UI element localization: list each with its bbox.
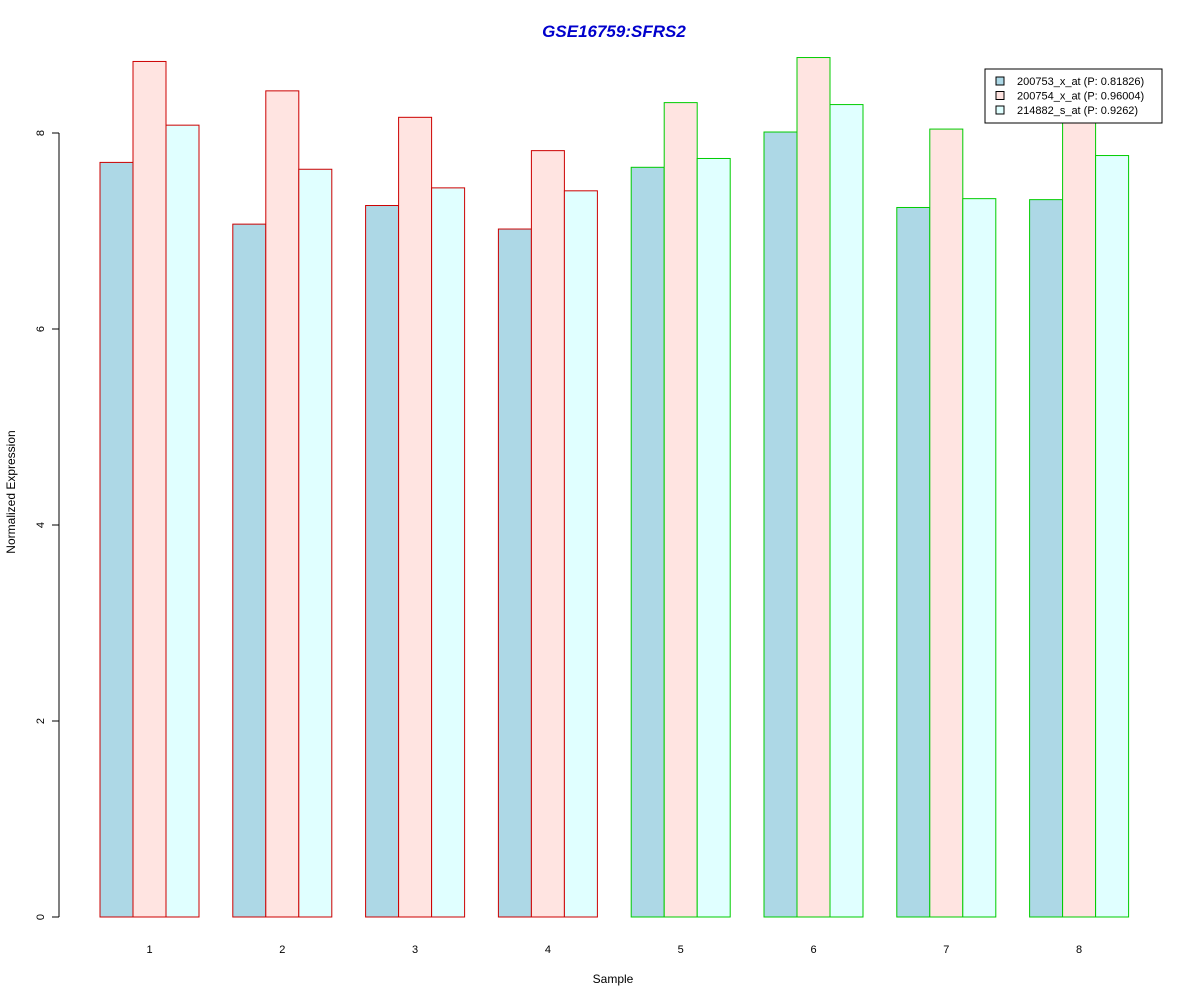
legend-swatch <box>995 105 1005 115</box>
bar-sample-8-series-3 <box>1095 155 1130 918</box>
bar-sample-6-series-2 <box>796 57 831 918</box>
x-tick-label: 6 <box>810 944 816 956</box>
y-tick-label: 4 <box>35 522 47 528</box>
bar-sample-8-series-2 <box>1062 108 1097 918</box>
bar-sample-2-series-1 <box>232 223 267 918</box>
y-axis: 0 2 4 6 8 <box>35 130 60 920</box>
bar-sample-7-series-2 <box>929 128 964 918</box>
y-tick-label: 2 <box>35 718 47 724</box>
x-axis-ticks: 1 2 3 4 5 6 7 8 <box>146 944 1082 956</box>
x-tick-label: 7 <box>943 944 949 956</box>
x-tick-label: 3 <box>412 944 418 956</box>
bar-sample-6-series-3 <box>829 104 864 918</box>
bar-sample-5-series-3 <box>696 157 731 918</box>
legend-entry: 200753_x_at (P: 0.81826) <box>1017 76 1144 88</box>
legend-entry: 200754_x_at (P: 0.96004) <box>1017 91 1144 103</box>
bar-sample-1-series-1 <box>99 161 134 918</box>
bar-sample-5-series-1 <box>630 166 665 918</box>
bar-sample-3-series-3 <box>431 187 466 918</box>
bar-sample-4-series-3 <box>563 190 598 918</box>
x-tick-label: 8 <box>1076 944 1082 956</box>
bar-sample-1-series-3 <box>165 124 200 918</box>
x-tick-label: 2 <box>279 944 285 956</box>
legend-box <box>984 68 1163 124</box>
chart-title: GSE16759:SFRS2 <box>542 22 686 41</box>
x-axis-label: Sample <box>593 972 634 986</box>
bar-sample-2-series-2 <box>265 90 300 918</box>
y-tick-label: 0 <box>35 914 47 920</box>
y-tick-label: 6 <box>35 326 47 332</box>
bars <box>99 57 1130 918</box>
bar-sample-4-series-2 <box>530 150 565 918</box>
bar-sample-7-series-3 <box>962 198 997 918</box>
x-tick-label: 5 <box>678 944 684 956</box>
bar-sample-1-series-2 <box>132 60 167 918</box>
legend: 200753_x_at (P: 0.81826) 200754_x_at (P: … <box>984 68 1163 124</box>
y-tick-label: 8 <box>35 130 47 136</box>
bar-sample-2-series-3 <box>298 168 333 918</box>
bar-sample-6-series-1 <box>763 131 798 918</box>
x-tick-label: 4 <box>545 944 551 956</box>
x-tick-label: 1 <box>146 944 152 956</box>
bar-sample-5-series-2 <box>663 102 698 918</box>
bar-sample-3-series-1 <box>365 205 400 918</box>
bar-sample-4-series-1 <box>497 228 532 918</box>
y-axis-label: Normalized Expression <box>4 430 18 553</box>
bar-sample-8-series-1 <box>1029 199 1064 918</box>
bar-sample-7-series-1 <box>896 206 931 918</box>
legend-swatch <box>995 76 1005 86</box>
legend-swatch <box>995 91 1005 100</box>
legend-entry: 214882_s_at (P: 0.9262) <box>1017 105 1138 117</box>
bar-sample-3-series-2 <box>398 116 433 918</box>
